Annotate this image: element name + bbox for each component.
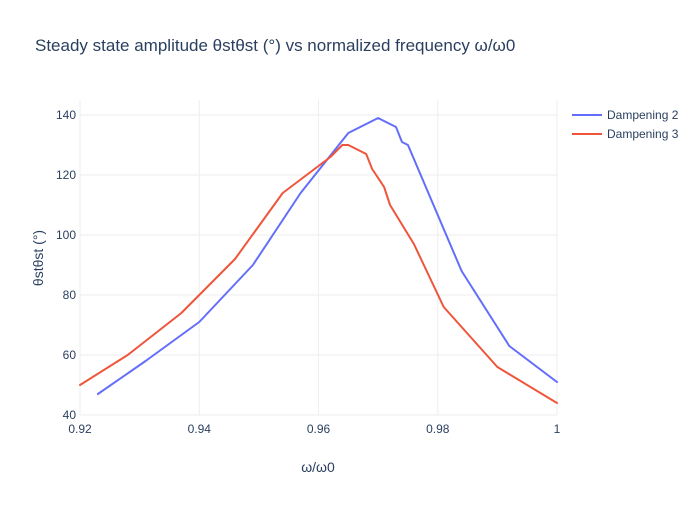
legend[interactable]: Dampening 2 Dampening 3 [572,108,679,141]
x-tick-label: 0.98 [426,422,450,436]
x-tick-label: 1 [554,422,561,436]
y-tick-label: 40 [63,408,77,422]
x-tick-label: 0.92 [68,422,92,436]
y-tick-label: 100 [56,228,76,242]
series-line-1 [96,117,558,395]
y-tick-label: 120 [56,168,76,182]
y-tick-label: 80 [63,288,77,302]
y-tick-label: 140 [56,108,76,122]
legend-item-1[interactable]: Dampening 2 [572,108,679,122]
x-axis-ticks: 0.92 0.94 0.96 0.98 1 [68,422,560,436]
x-tick-label: 0.94 [188,422,212,436]
legend-item-2[interactable]: Dampening 3 [572,127,679,141]
x-tick-label: 0.96 [307,422,331,436]
x-axis-title: ω/ω0 [301,459,335,475]
legend-label: Dampening 3 [607,127,679,141]
chart-title: Steady state amplitude θstθst (°) vs nor… [35,36,515,55]
series-lines [79,117,558,404]
y-axis-ticks: 40 60 80 100 120 140 [56,108,76,422]
grid [79,100,558,416]
series-line-2 [79,144,558,404]
legend-label: Dampening 2 [607,108,679,122]
y-axis-title: θstθst (°) [30,230,46,286]
y-tick-label: 60 [63,348,77,362]
